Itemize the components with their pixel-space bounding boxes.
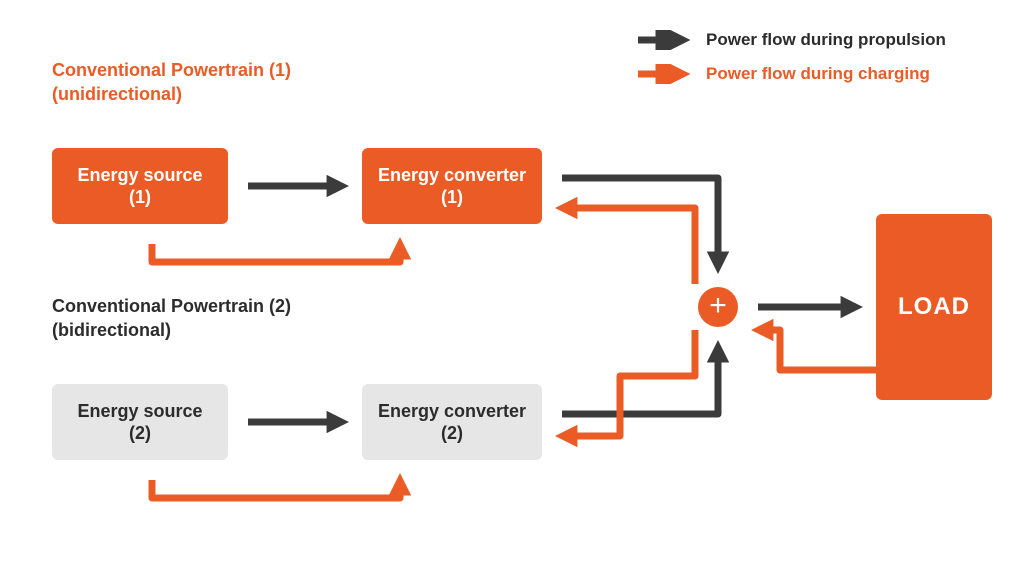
powertrain-1-title: Conventional Powertrain (1) (unidirectio… — [52, 58, 291, 107]
arrow-icon — [636, 30, 692, 50]
load-block: LOAD — [876, 214, 992, 400]
loop1 — [152, 244, 400, 262]
pt2-line2: (bidirectional) — [52, 320, 171, 340]
sum-to-ec1 — [564, 208, 695, 284]
legend-charging-label: Power flow during charging — [706, 64, 930, 84]
legend-propulsion: Power flow during propulsion — [636, 30, 946, 50]
pt1-line2: (unidirectional) — [52, 84, 182, 104]
loop2 — [152, 480, 400, 498]
legend-charging: Power flow during charging — [636, 64, 930, 84]
ec2-l1: Energy converter — [378, 401, 526, 421]
energy-converter-1: Energy converter (1) — [362, 148, 542, 224]
energy-source-1: Energy source (1) — [52, 148, 228, 224]
plus-icon: + — [709, 291, 727, 321]
ec2-to-sum — [562, 349, 718, 414]
pt1-line1: Conventional Powertrain (1) — [52, 60, 291, 80]
es1-l1: Energy source — [77, 165, 202, 185]
powertrain-2-title: Conventional Powertrain (2) (bidirection… — [52, 294, 291, 343]
sum-to-ec2 — [564, 330, 695, 436]
energy-source-2: Energy source (2) — [52, 384, 228, 460]
legend-propulsion-label: Power flow during propulsion — [706, 30, 946, 50]
es2-l2: (2) — [129, 423, 151, 443]
energy-converter-2: Energy converter (2) — [362, 384, 542, 460]
ec1-l2: (1) — [441, 187, 463, 207]
es1-l2: (1) — [129, 187, 151, 207]
summing-junction: + — [698, 287, 738, 327]
ec1-to-sum — [562, 178, 718, 265]
arrow-icon — [636, 64, 692, 84]
pt2-line1: Conventional Powertrain (2) — [52, 296, 291, 316]
ec2-l2: (2) — [441, 423, 463, 443]
load-to-sum — [760, 330, 876, 370]
load-label: LOAD — [898, 292, 970, 322]
es2-l1: Energy source — [77, 401, 202, 421]
ec1-l1: Energy converter — [378, 165, 526, 185]
